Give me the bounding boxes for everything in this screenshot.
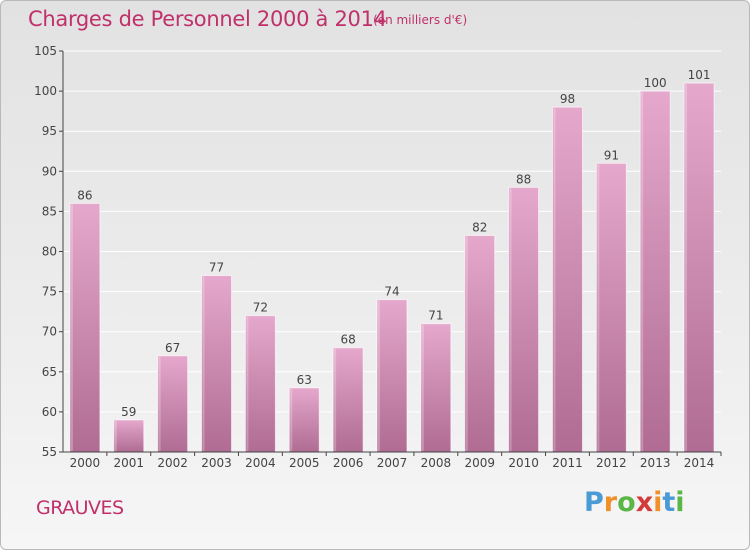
data-label: 71 bbox=[428, 309, 443, 323]
bar-highlight bbox=[378, 300, 380, 451]
bar-2014[interactable] bbox=[683, 82, 715, 453]
x-tick-label: 2005 bbox=[289, 456, 320, 470]
y-tick-label: 70 bbox=[42, 325, 57, 339]
x-tick-label: 2003 bbox=[201, 456, 232, 470]
data-label: 77 bbox=[209, 261, 224, 275]
data-label: 86 bbox=[77, 188, 92, 202]
data-label: 91 bbox=[604, 148, 619, 162]
bar-2012[interactable] bbox=[595, 162, 627, 453]
y-tick-label: 65 bbox=[42, 365, 57, 379]
logo-letter: t bbox=[662, 487, 676, 518]
x-tick-label: 2013 bbox=[640, 456, 671, 470]
x-tick-label: 2002 bbox=[157, 456, 188, 470]
data-label: 88 bbox=[516, 172, 531, 186]
chart-title: Charges de Personnel 2000 à 2014 bbox=[28, 7, 387, 31]
bar-highlight bbox=[509, 188, 512, 451]
y-tick-label: 85 bbox=[42, 204, 57, 218]
bar-highlight bbox=[685, 84, 688, 451]
x-tick-label: 2006 bbox=[333, 456, 364, 470]
bar-2000[interactable] bbox=[69, 202, 101, 453]
bar-highlight bbox=[597, 164, 600, 451]
axis-layer: 55 60 65 70 75 80 85 90 95 100 105 bbox=[34, 44, 722, 459]
chart-subtitle: (en milliers d'€) bbox=[373, 13, 468, 27]
logo-letter: P bbox=[584, 487, 604, 518]
bar-2010[interactable] bbox=[508, 186, 540, 453]
x-tick-label: 2010 bbox=[508, 456, 539, 470]
data-label: 101 bbox=[688, 68, 711, 82]
x-tick-label: 2007 bbox=[377, 456, 408, 470]
y-tick-label: 100 bbox=[34, 84, 57, 98]
bar-highlight bbox=[202, 276, 205, 451]
x-tick-label: 2014 bbox=[684, 456, 715, 470]
y-tick-label: 90 bbox=[42, 164, 57, 178]
bar-highlight bbox=[421, 324, 424, 451]
bar-2005[interactable] bbox=[288, 387, 320, 453]
bar-2011[interactable] bbox=[551, 106, 583, 453]
data-label: 100 bbox=[644, 76, 667, 90]
y-tick-label: 60 bbox=[42, 405, 57, 419]
bar-2008[interactable] bbox=[420, 323, 452, 453]
bar-highlight bbox=[70, 204, 73, 451]
x-tick-label: 2004 bbox=[245, 456, 276, 470]
bar-highlight bbox=[114, 420, 117, 451]
bar-2004[interactable] bbox=[244, 315, 276, 453]
y-tick-label: 55 bbox=[42, 445, 57, 459]
bar-highlight bbox=[246, 316, 249, 451]
data-label: 67 bbox=[165, 341, 180, 355]
logo-letter: r bbox=[603, 487, 618, 518]
bar-2001[interactable] bbox=[113, 419, 145, 453]
bar-2006[interactable] bbox=[332, 347, 364, 453]
commune-name: GRAUVES bbox=[36, 497, 124, 519]
bar-2007[interactable] bbox=[376, 299, 408, 453]
data-label: 72 bbox=[253, 301, 268, 315]
bar-highlight bbox=[641, 92, 644, 451]
bar-highlight bbox=[290, 388, 293, 451]
bar-highlight bbox=[465, 236, 468, 451]
bar-highlight bbox=[553, 108, 556, 451]
bar-highlight bbox=[158, 356, 161, 451]
x-tick-label: 2008 bbox=[421, 456, 452, 470]
y-tick-label: 105 bbox=[34, 44, 57, 58]
bar-2002[interactable] bbox=[157, 355, 189, 453]
data-label: 63 bbox=[297, 373, 312, 387]
logo-letter: i bbox=[653, 487, 663, 518]
logo-letter: i bbox=[675, 487, 685, 518]
y-tick-label: 95 bbox=[42, 124, 57, 138]
logo-letter: x bbox=[635, 487, 654, 518]
x-tick-label: 2009 bbox=[464, 456, 495, 470]
data-label: 82 bbox=[472, 220, 487, 234]
data-label: 98 bbox=[560, 92, 575, 106]
bar-2003[interactable] bbox=[201, 275, 233, 453]
bar-2013[interactable] bbox=[639, 90, 671, 453]
x-tick-label: 2011 bbox=[552, 456, 583, 470]
x-tick-label: 2001 bbox=[114, 456, 145, 470]
data-label: 68 bbox=[340, 333, 355, 347]
y-tick-label: 80 bbox=[42, 245, 57, 259]
y-tick-label: 75 bbox=[42, 285, 57, 299]
data-label: 74 bbox=[384, 285, 399, 299]
bar-highlight bbox=[334, 348, 337, 451]
bar-layer bbox=[69, 82, 715, 453]
x-tick-label: 2000 bbox=[70, 456, 101, 470]
label-layer: 2000 86 2001 59 2002 67 2003 77 2004 72 2005 63 2006… bbox=[70, 68, 715, 470]
x-tick-label: 2012 bbox=[596, 456, 627, 470]
proxiti-logo[interactable]: Proxiti bbox=[584, 487, 685, 518]
logo-letter: o bbox=[617, 487, 636, 518]
bar-2009[interactable] bbox=[464, 234, 496, 453]
data-label: 59 bbox=[121, 405, 136, 419]
